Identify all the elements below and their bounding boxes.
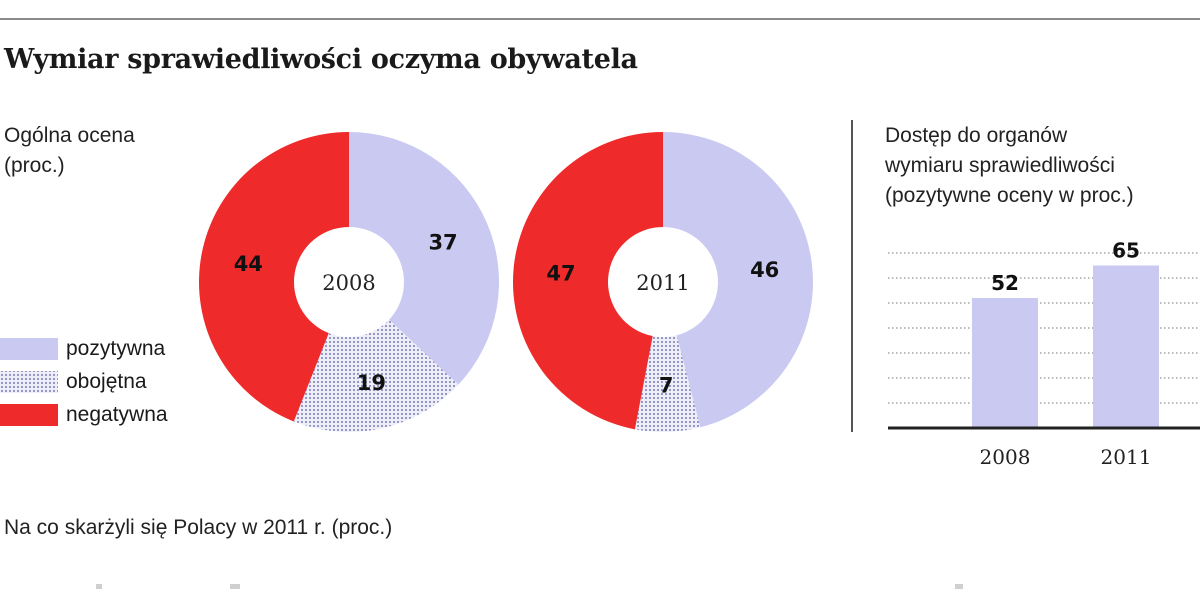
bar-baseline bbox=[888, 426, 1200, 430]
bar-value-label-2011: 65 bbox=[1112, 239, 1140, 263]
donut-2011-value-label: 46 bbox=[750, 258, 779, 282]
section-divider bbox=[851, 120, 853, 432]
bar-category-label-2008: 2008 bbox=[980, 445, 1031, 469]
footer-section-title: Na co skarżyli się Polacy w 2011 r. (pro… bbox=[4, 516, 393, 539]
donut-2008-center-label: 2008 bbox=[322, 271, 375, 295]
donut-2008-value-label: 37 bbox=[428, 230, 457, 254]
legend-label: negatywna bbox=[66, 403, 168, 426]
donut-2008-slice-negative bbox=[198, 131, 349, 422]
donut-2008-value-label: 19 bbox=[357, 371, 386, 395]
bar-2008 bbox=[972, 298, 1038, 428]
page-title: Wymiar sprawiedliwości oczyma obywatela bbox=[4, 44, 638, 75]
bar-2011 bbox=[1093, 265, 1159, 428]
donut-title: Ogólna ocena (proc.) bbox=[4, 121, 135, 181]
bar-chart-title: Dostęp do organów wymiaru sprawiedliwośc… bbox=[885, 121, 1134, 211]
bar-category-label-2011: 2011 bbox=[1101, 445, 1152, 469]
donut-2011-value-label: 47 bbox=[546, 261, 575, 285]
donut-2011-center-label: 2011 bbox=[636, 271, 689, 295]
bar-value-label-2008: 52 bbox=[991, 271, 1019, 295]
bar-title-line-1: Dostęp do organów bbox=[885, 124, 1068, 147]
donut-2008-slice-positive bbox=[349, 132, 500, 385]
legend-swatch-neutral bbox=[0, 371, 58, 393]
bar-title-line-2: wymiaru sprawiedliwości bbox=[885, 154, 1115, 177]
donut-2008-value-label: 44 bbox=[234, 252, 263, 276]
legend-label: pozytywna bbox=[66, 337, 166, 360]
donut-2011-slice-negative bbox=[512, 132, 663, 430]
legend-label: obojętna bbox=[66, 370, 147, 393]
donut-title-line-2: (proc.) bbox=[4, 154, 65, 177]
bottom-partial-marks bbox=[96, 584, 963, 589]
donut-2011-value-label: 7 bbox=[659, 373, 674, 397]
bar-title-line-3: (pozytywne oceny w proc.) bbox=[885, 184, 1134, 207]
donut-2011-slice-positive bbox=[663, 132, 813, 428]
donut-2008-slice-neutral bbox=[293, 319, 459, 433]
legend-swatch-negative bbox=[0, 404, 58, 426]
donut-title-line-1: Ogólna ocena bbox=[4, 124, 135, 147]
legend-swatch-positive bbox=[0, 338, 58, 360]
top-rule bbox=[0, 18, 1200, 20]
donut-2011-slice-neutral bbox=[634, 335, 701, 432]
